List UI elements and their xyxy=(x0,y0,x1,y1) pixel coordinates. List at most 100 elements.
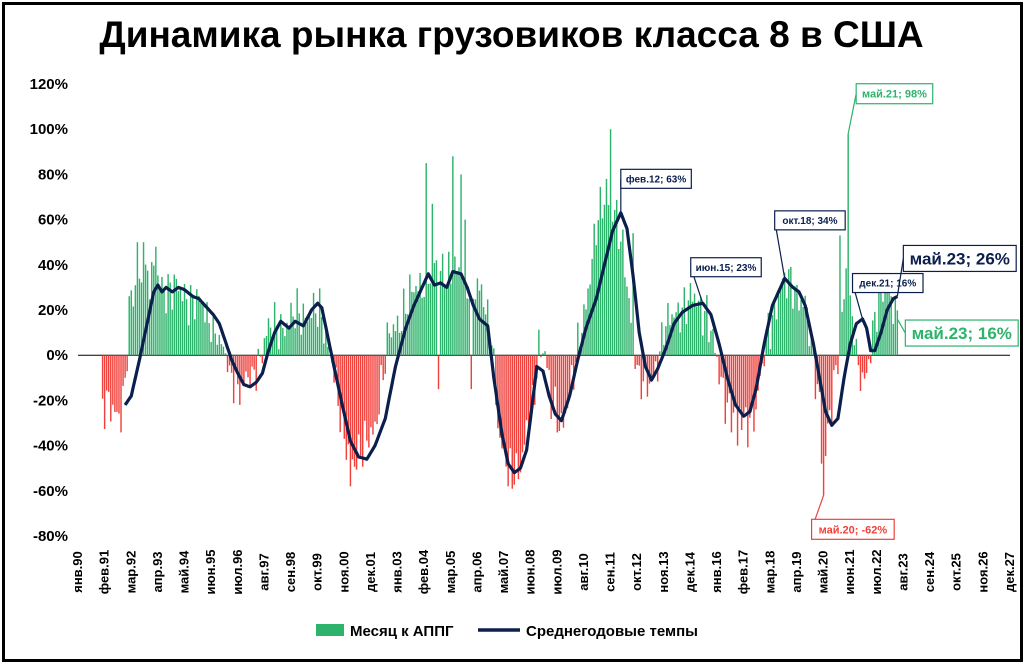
bar xyxy=(118,355,120,414)
y-tick-label: 0% xyxy=(46,347,68,364)
y-tick-label: 100% xyxy=(30,121,68,138)
annotation-label: май.20; -62% xyxy=(819,524,888,536)
bar xyxy=(677,302,679,356)
bar xyxy=(888,285,890,356)
bar xyxy=(304,317,307,356)
bar xyxy=(148,299,151,356)
x-tick-label: мар.92 xyxy=(123,551,138,594)
bars-group xyxy=(101,129,899,496)
bar xyxy=(189,285,192,356)
bar xyxy=(800,299,802,356)
bar xyxy=(693,293,696,356)
bar xyxy=(325,324,327,356)
bar xyxy=(808,346,810,356)
bar xyxy=(415,285,417,356)
bar xyxy=(560,355,563,414)
bar xyxy=(673,317,675,356)
bar xyxy=(183,283,186,356)
bar xyxy=(198,295,200,356)
bar xyxy=(177,291,180,356)
bar xyxy=(769,348,772,356)
bar xyxy=(863,355,866,379)
bar xyxy=(714,352,716,356)
x-tick-label: окт.99 xyxy=(310,553,325,591)
annotation-label: окт.18; 34% xyxy=(782,216,837,227)
bar xyxy=(232,355,235,404)
bar xyxy=(654,355,657,362)
bar xyxy=(306,321,309,356)
bar xyxy=(124,355,126,378)
bar xyxy=(751,355,753,404)
annotation-label: май.21; 98% xyxy=(862,89,927,101)
bar xyxy=(611,221,614,356)
bar xyxy=(312,292,315,356)
bar xyxy=(747,355,749,448)
bar xyxy=(802,306,804,356)
bar xyxy=(632,233,634,356)
bar xyxy=(366,355,368,441)
bar xyxy=(636,355,638,365)
bar xyxy=(380,355,382,366)
bar xyxy=(179,286,182,356)
bar xyxy=(292,316,294,356)
bar xyxy=(132,306,135,356)
bar xyxy=(667,303,669,356)
bar xyxy=(777,295,780,356)
bar xyxy=(165,313,167,356)
bar xyxy=(499,355,501,438)
bar xyxy=(519,355,522,473)
axes-group: -80% -60% -40% -20% 0% 20% 40% 60% 80% 100% 120% ян… xyxy=(30,76,1017,595)
bar xyxy=(425,163,427,356)
bar xyxy=(470,355,473,390)
bar xyxy=(872,320,874,356)
x-tick-label: авг.10 xyxy=(576,553,591,590)
bar xyxy=(318,288,321,356)
bar xyxy=(577,322,579,356)
bar xyxy=(405,313,407,356)
bar xyxy=(550,355,552,419)
bar xyxy=(527,355,530,437)
bar xyxy=(140,282,143,356)
bar xyxy=(208,323,210,356)
annotation-leader xyxy=(896,318,906,334)
x-tick-label: янв.16 xyxy=(709,551,724,593)
bar xyxy=(886,287,888,356)
bar xyxy=(392,324,395,356)
bar xyxy=(556,355,559,433)
bar xyxy=(593,223,595,356)
bar xyxy=(255,355,257,391)
bar xyxy=(191,295,194,356)
line-group xyxy=(123,211,899,475)
bar xyxy=(445,288,448,356)
legend-label-bars: Месяц к АППГ xyxy=(350,623,454,640)
bar xyxy=(433,263,436,356)
bar xyxy=(861,355,864,373)
bar xyxy=(347,355,350,445)
annotation-box xyxy=(810,518,895,540)
bar xyxy=(826,355,829,424)
bar xyxy=(284,336,286,356)
bar xyxy=(599,186,602,356)
x-tick-label: янв.03 xyxy=(390,551,405,593)
bar xyxy=(542,353,544,356)
annotation-box xyxy=(855,83,934,105)
x-tick-label: дек.27 xyxy=(1002,552,1017,592)
bar xyxy=(603,204,606,356)
y-tick-label: 40% xyxy=(38,257,68,274)
y-tick-label: 120% xyxy=(30,76,68,93)
bar xyxy=(745,355,747,408)
bar xyxy=(683,287,686,356)
bar xyxy=(368,355,370,448)
bar xyxy=(161,276,163,356)
bar xyxy=(245,355,247,372)
bar xyxy=(378,355,380,415)
bar xyxy=(286,322,288,356)
bar xyxy=(175,278,178,356)
bar xyxy=(546,355,548,368)
bar xyxy=(558,355,561,432)
x-tick-label: сен.24 xyxy=(922,551,937,592)
bar xyxy=(167,274,169,356)
annotation-label: июн.15; 23% xyxy=(696,263,757,274)
bar xyxy=(214,333,216,356)
